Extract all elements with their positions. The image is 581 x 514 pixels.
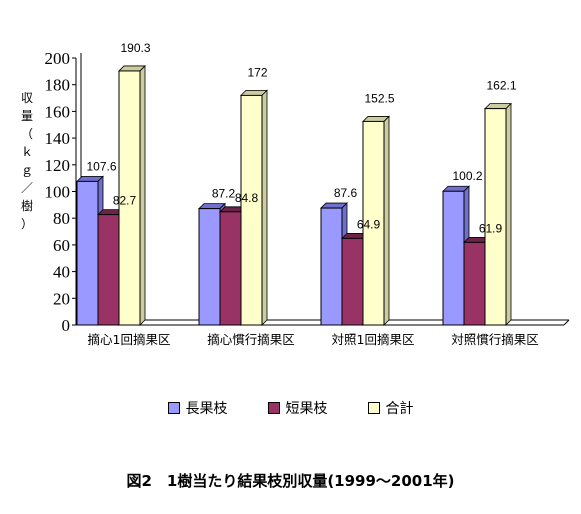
y-tick-label: 180 [45, 76, 71, 95]
legend-swatch [167, 402, 180, 414]
bar [341, 237, 364, 326]
y-tick-label: 160 [45, 102, 71, 121]
legend-label: 長果枝 [185, 401, 228, 417]
legend: 長果枝 短果枝 合計 [0, 398, 581, 418]
y-tick-label: 120 [45, 156, 71, 175]
y-tick-label: 80 [53, 209, 70, 228]
bar-side [139, 64, 146, 326]
legend-label: 短果枝 [285, 401, 328, 417]
bar [442, 190, 465, 326]
bar [219, 211, 242, 326]
y-tick-label: 100 [45, 183, 71, 202]
legend-swatch [367, 402, 380, 414]
legend-item-total: 合計 [367, 398, 414, 418]
legend-label: 合計 [385, 401, 414, 417]
y-tick-label: 40 [53, 263, 70, 282]
data-label: 162.1 [486, 79, 516, 93]
bar [97, 214, 120, 326]
y-axis-ticks: 0 20 40 60 80 100 120 140 160 180 200 [45, 49, 76, 335]
data-label: 172 [247, 65, 267, 79]
y-tick-label: 140 [45, 129, 71, 148]
bar [198, 208, 221, 326]
bar [320, 207, 343, 326]
y-tick-label: 60 [53, 236, 70, 255]
data-label: 100.2 [452, 169, 482, 183]
x-category-label: 対照1回摘果区 [332, 332, 415, 347]
chart-title: 図2 1樹当たり結果枝別収量(1999～2001年) [126, 472, 455, 490]
x-category-label: 対照慣行摘果区 [451, 332, 539, 347]
y-axis-label-text: 収量（ｋｇ／樹） [21, 91, 33, 231]
data-label: 84.8 [235, 191, 259, 205]
bar-chart: 収量（ｋｇ／樹） 0 20 40 60 80 100 120 140 160 180 200 107… [21, 41, 570, 347]
data-label: 82.7 [113, 194, 137, 208]
data-label: 61.9 [479, 221, 503, 235]
bar [240, 94, 263, 326]
y-tick-label: 20 [53, 289, 70, 308]
x-axis-categories: 摘心1回摘果区 摘心慣行摘果区 対照1回摘果区 対照慣行摘果区 [88, 332, 539, 347]
bar [76, 180, 99, 326]
y-tick-label: 200 [45, 49, 71, 68]
bar [463, 241, 486, 326]
y-axis-label: 収量（ｋｇ／樹） [21, 91, 33, 231]
data-labels: 107.6 82.7 190.3 87.2 84.8 172 87.6 64.9 152.5 10… [86, 41, 516, 235]
y-tick-label: 0 [62, 316, 71, 335]
data-label: 87.6 [334, 186, 358, 200]
legend-swatch [267, 402, 280, 414]
bar [118, 70, 141, 326]
bar-side [505, 102, 512, 326]
data-label: 107.6 [86, 159, 116, 173]
legend-item-long-shoot: 長果枝 [167, 398, 228, 418]
floor-right-edge [563, 319, 570, 326]
data-label: 87.2 [212, 187, 236, 201]
bar [484, 108, 507, 326]
bars [76, 64, 512, 326]
bar-side [261, 89, 268, 326]
bar-side [383, 115, 390, 326]
data-label: 64.9 [357, 217, 381, 231]
x-category-label: 摘心1回摘果区 [88, 332, 171, 347]
x-category-label: 摘心慣行摘果区 [207, 332, 295, 347]
legend-item-short-shoot: 短果枝 [267, 398, 328, 418]
data-label: 190.3 [120, 41, 150, 55]
data-label: 152.5 [364, 91, 394, 105]
bar [362, 120, 385, 326]
